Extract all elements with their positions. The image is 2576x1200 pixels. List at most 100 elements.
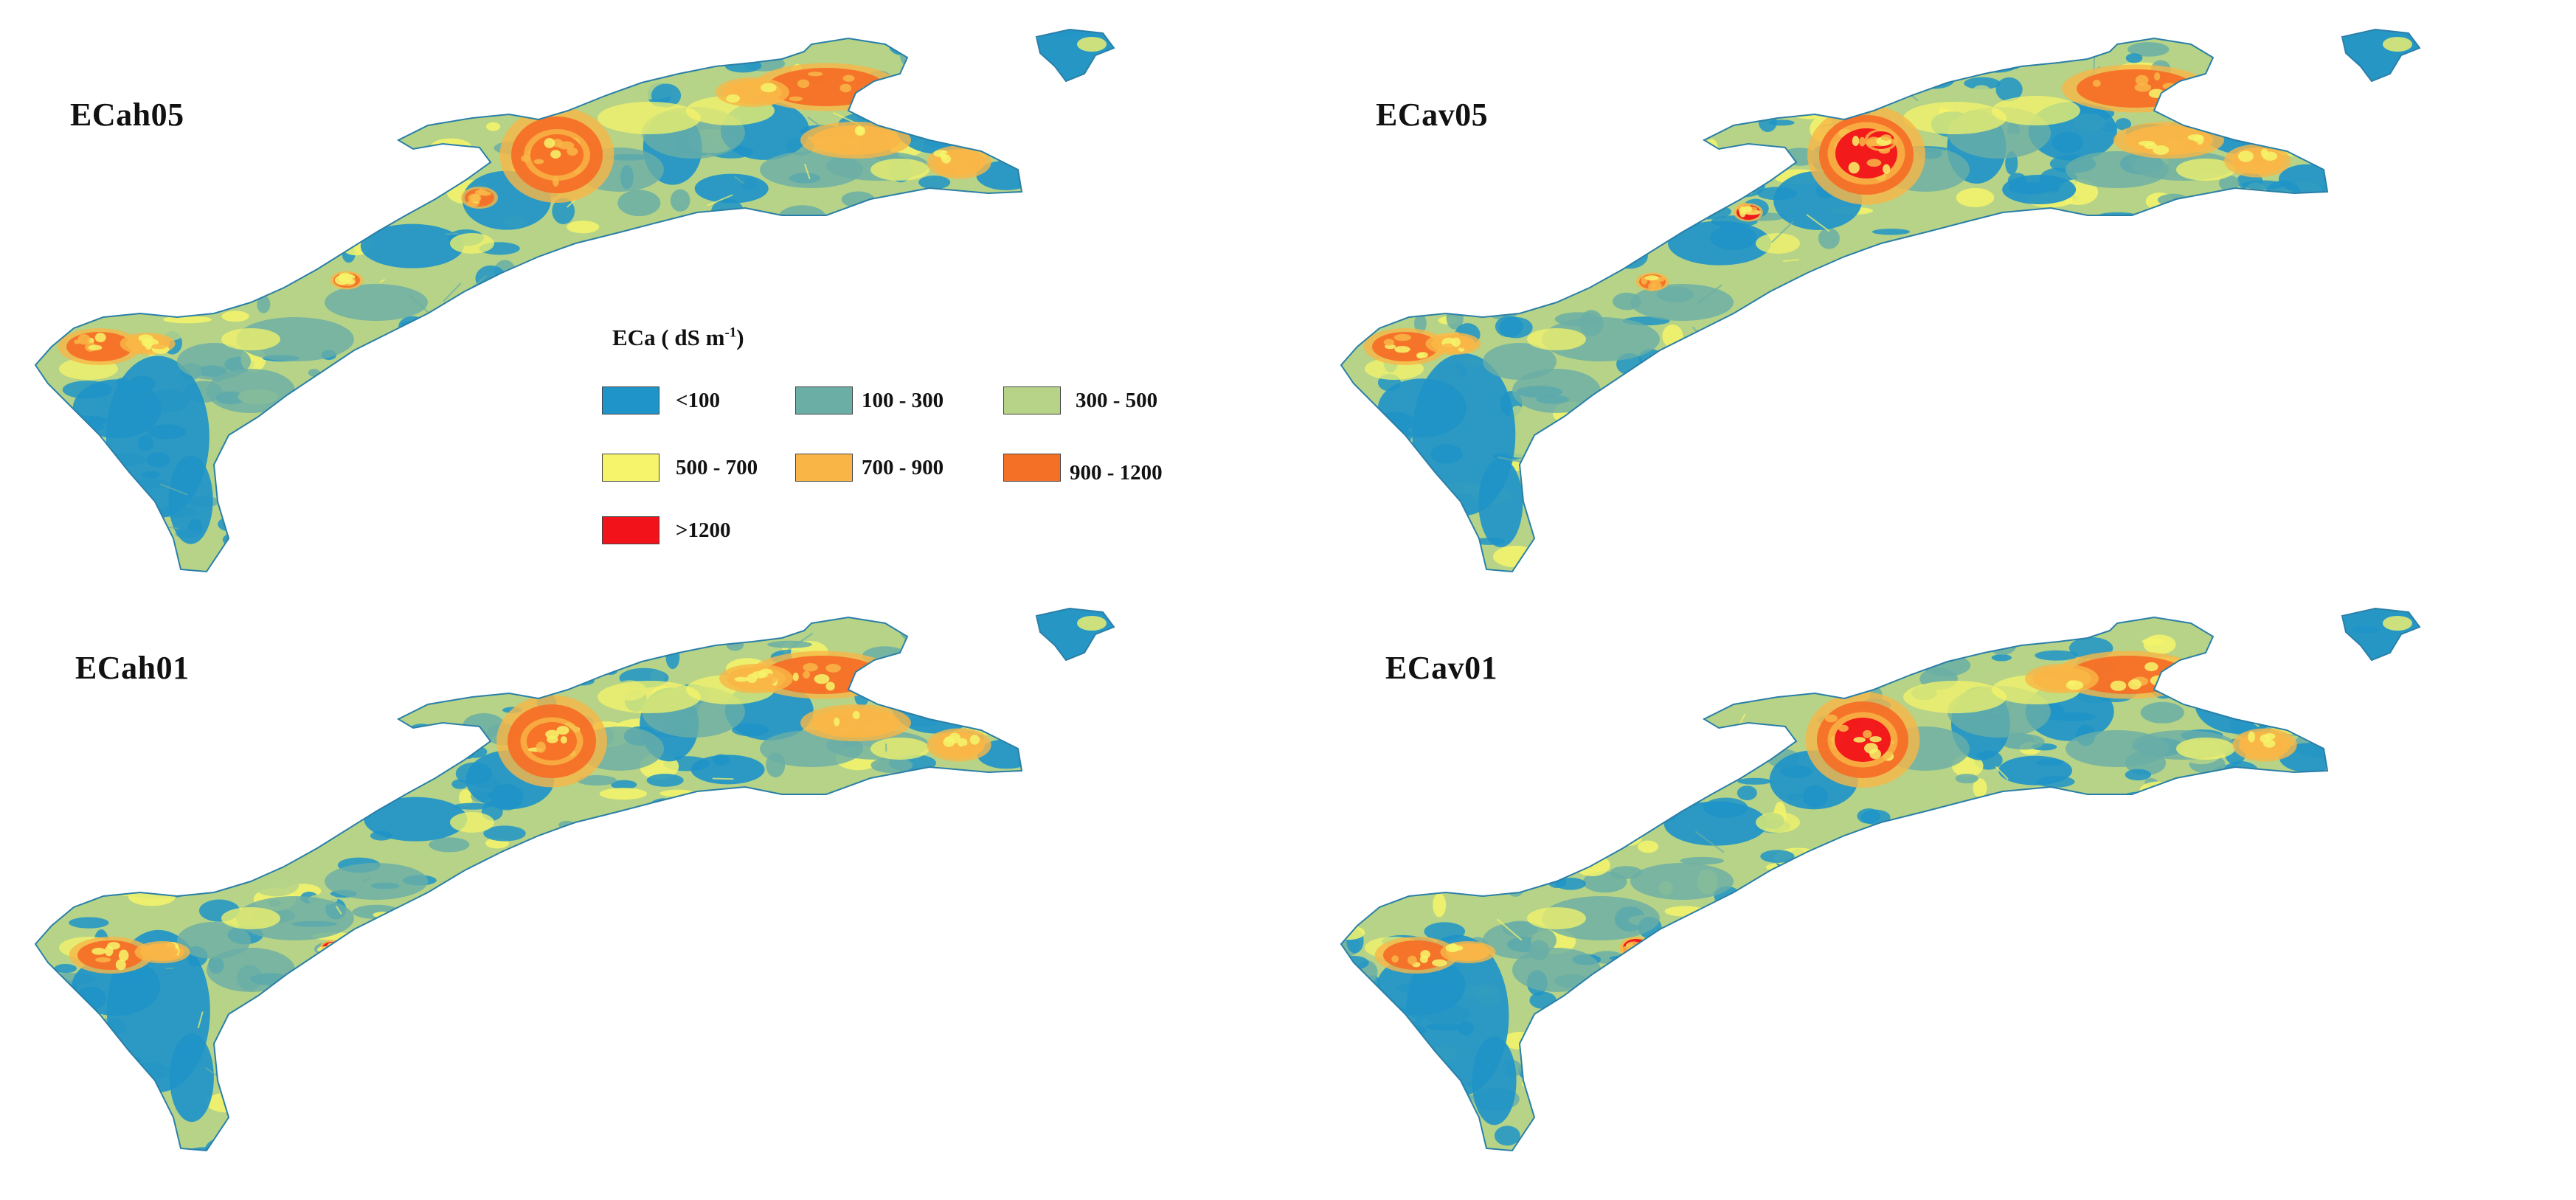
map-panel-ecah01: ECah01 xyxy=(30,601,1298,1176)
map-texture-patch xyxy=(547,925,588,938)
hotspot-speckle xyxy=(876,715,884,725)
map-texture-patch xyxy=(869,1009,910,1033)
map-texture-patch xyxy=(711,799,725,816)
map-texture-patch xyxy=(704,282,728,298)
map-texture-patch xyxy=(953,631,968,654)
map-texture-patch xyxy=(370,608,406,625)
map-texture-patch xyxy=(1478,634,1501,650)
map-texture-patch xyxy=(338,106,376,129)
map-texture-patch xyxy=(1993,524,2040,533)
map-texture-patch xyxy=(1404,52,1429,62)
map-texture-patch xyxy=(223,117,244,126)
map-texture-patch xyxy=(1425,552,1469,558)
map-texture-patch xyxy=(1993,401,2026,423)
map-texture-patch xyxy=(1726,637,1773,649)
map-texture-patch xyxy=(360,1066,373,1085)
map-texture-patch xyxy=(475,41,494,59)
map-texture-patch xyxy=(1707,456,1746,464)
map-texture-patch xyxy=(1372,153,1406,173)
map-texture-patch xyxy=(1406,263,1455,280)
map-texture-patch xyxy=(1562,1095,1593,1118)
map-texture-patch xyxy=(308,388,345,406)
drainage-line xyxy=(2120,333,2126,347)
map-texture-patch xyxy=(1450,38,1465,49)
map-texture-patch xyxy=(853,1019,899,1033)
map-texture-patch xyxy=(720,625,751,643)
map-texture-patch xyxy=(2081,372,2121,386)
map-texture-patch xyxy=(2310,319,2350,339)
drainage-line xyxy=(953,669,973,679)
map-texture-patch xyxy=(2251,279,2276,300)
map-texture-patch xyxy=(834,902,851,916)
map-texture-patch xyxy=(990,32,1019,44)
map-texture-patch xyxy=(980,974,1010,982)
map-texture-patch xyxy=(1433,766,1476,774)
map-texture-patch xyxy=(2296,80,2324,97)
map-texture-patch xyxy=(2280,828,2303,844)
map-texture-patch xyxy=(1413,856,1430,867)
map-texture-patch xyxy=(2127,42,2170,57)
map-texture-patch xyxy=(1694,1060,1740,1073)
map-texture-patch xyxy=(1588,1033,1630,1048)
hotspot-speckle xyxy=(545,729,559,739)
map-texture-patch xyxy=(2247,48,2282,59)
map-texture-patch xyxy=(126,35,145,56)
map-texture-patch xyxy=(593,1118,626,1136)
map-texture-patch xyxy=(1467,230,1508,251)
map-texture-patch xyxy=(1429,625,1442,642)
map-texture-patch xyxy=(2218,316,2264,322)
map-texture-patch xyxy=(56,993,72,1002)
drainage-line xyxy=(1697,284,1722,305)
map-texture-patch xyxy=(1346,741,1361,755)
map-texture-patch xyxy=(1824,1060,1856,1072)
map-texture-patch xyxy=(1877,54,1926,62)
map-texture-patch xyxy=(1868,493,1895,509)
map-texture-patch xyxy=(2203,1145,2218,1151)
map-texture-patch xyxy=(1647,1131,1682,1143)
drainage-line xyxy=(831,1097,850,1117)
map-texture-patch xyxy=(1837,446,1863,474)
map-texture-patch xyxy=(1927,1006,1964,1020)
map-texture-patch xyxy=(1901,535,1925,547)
map-texture-patch xyxy=(1685,63,1734,72)
map-texture-patch xyxy=(2123,791,2164,800)
map-texture-patch xyxy=(971,665,1002,687)
map-texture-patch xyxy=(308,1099,326,1109)
hotspot-speckle xyxy=(877,136,884,142)
map-texture-patch xyxy=(789,283,820,296)
map-texture-patch xyxy=(1817,472,1852,494)
map-texture-patch xyxy=(1483,837,1512,863)
map-texture-patch xyxy=(2299,780,2331,794)
map-texture-patch xyxy=(516,1045,533,1072)
hotspot-speckle xyxy=(1638,951,1652,957)
map-texture-patch xyxy=(1517,570,1552,572)
map-texture-patch xyxy=(862,910,888,934)
map-texture-patch xyxy=(1424,507,1447,525)
map-texture-patch xyxy=(778,205,827,232)
hotspot-speckle xyxy=(2226,690,2241,698)
map-texture-patch xyxy=(1880,1078,1907,1090)
moderate-value-zone xyxy=(2176,159,2235,181)
map-texture-patch xyxy=(2040,954,2062,981)
map-texture-patch xyxy=(2320,917,2349,934)
hotspot-speckle xyxy=(856,126,866,136)
hotspot-speckle xyxy=(1864,743,1878,754)
map-texture-patch xyxy=(1678,549,1708,570)
hotspot-speckle xyxy=(1866,159,1882,167)
map-texture-patch xyxy=(364,1059,398,1070)
map-texture-patch xyxy=(390,649,408,658)
legend-label: <100 xyxy=(676,389,721,412)
map-texture-patch xyxy=(600,244,645,266)
map-texture-patch xyxy=(864,858,908,868)
map-texture-patch xyxy=(847,994,866,1012)
map-texture-patch xyxy=(1659,49,1694,57)
map-texture-patch xyxy=(2267,995,2296,1007)
hotspot-speckle xyxy=(792,673,799,681)
map-texture-patch xyxy=(1900,316,1940,329)
map-texture-patch xyxy=(508,527,553,537)
map-texture-patch xyxy=(1520,187,1556,204)
map-texture-patch xyxy=(1697,449,1729,471)
map-texture-patch xyxy=(1046,1127,1062,1144)
map-texture-patch xyxy=(264,615,305,634)
